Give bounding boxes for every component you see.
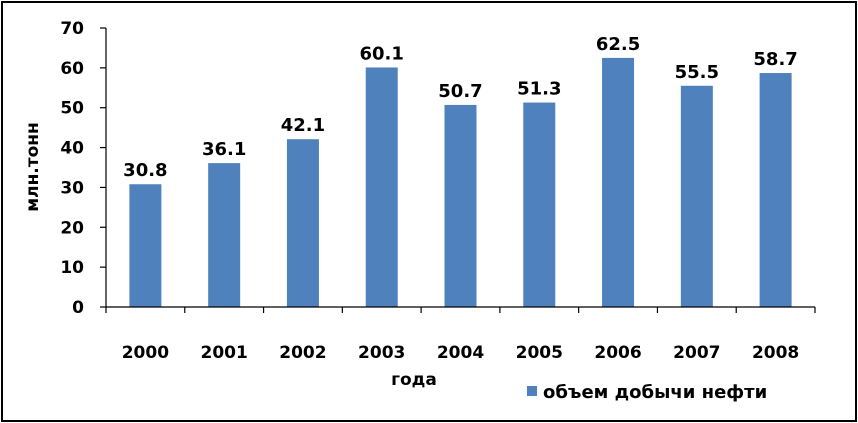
x-tick-label-2007: 2007 [673, 343, 720, 363]
y-tick-label: 40 [60, 139, 84, 159]
y-tick-label: 70 [60, 19, 84, 39]
bar-2004 [444, 104, 477, 307]
bar-2006 [602, 57, 635, 308]
x-tick-label-2004: 2004 [437, 343, 484, 363]
x-axis-ticks: 2000 2001 2002 2003 2004 2005 2006 2007 2008 [105, 307, 816, 363]
data-label-2003: 60.1 [360, 43, 404, 64]
bar-2002 [286, 139, 319, 307]
x-axis-title: года [391, 370, 437, 390]
data-label-2002: 42.1 [281, 115, 325, 136]
y-tick-label: 30 [60, 178, 84, 198]
data-label-2000: 30.8 [123, 160, 167, 181]
data-label-2008: 58.7 [753, 49, 797, 70]
x-tick-label-2001: 2001 [201, 343, 248, 363]
legend-label: объем добычи нефти [543, 382, 767, 403]
bar-2001 [208, 163, 241, 307]
data-label-2001: 36.1 [202, 139, 246, 160]
y-axis-ticks: 0 10 20 30 40 50 60 70 [60, 19, 106, 318]
data-label-2007: 55.5 [675, 62, 719, 83]
x-tick-label-2002: 2002 [279, 343, 326, 363]
bars-group [129, 57, 792, 308]
y-tick-label: 50 [60, 99, 84, 119]
x-tick-label-2006: 2006 [594, 343, 641, 363]
data-labels-group: 30.8 36.1 42.1 60.1 50.7 51.3 62.5 55.5 58.7 [123, 34, 798, 181]
data-label-2004: 50.7 [438, 81, 482, 102]
bar-2005 [523, 102, 556, 307]
x-tick-label-2008: 2008 [752, 343, 799, 363]
legend-swatch [527, 386, 537, 396]
y-tick-label: 10 [60, 258, 84, 278]
x-tick-label-2003: 2003 [358, 343, 405, 363]
data-label-2005: 51.3 [517, 79, 561, 100]
y-tick-label: 60 [60, 59, 84, 79]
y-axis-title: млн.тонн [23, 122, 43, 212]
y-tick-label: 20 [60, 218, 84, 238]
x-tick-label-2000: 2000 [122, 343, 169, 363]
legend: объем добычи нефти [527, 382, 767, 403]
bar-2007 [680, 85, 713, 308]
bar-2003 [365, 67, 398, 307]
bar-2008 [759, 73, 792, 307]
y-tick-label: 0 [72, 298, 84, 318]
data-label-2006: 62.5 [596, 34, 640, 55]
bar-2000 [129, 184, 162, 307]
x-tick-label-2005: 2005 [516, 343, 563, 363]
